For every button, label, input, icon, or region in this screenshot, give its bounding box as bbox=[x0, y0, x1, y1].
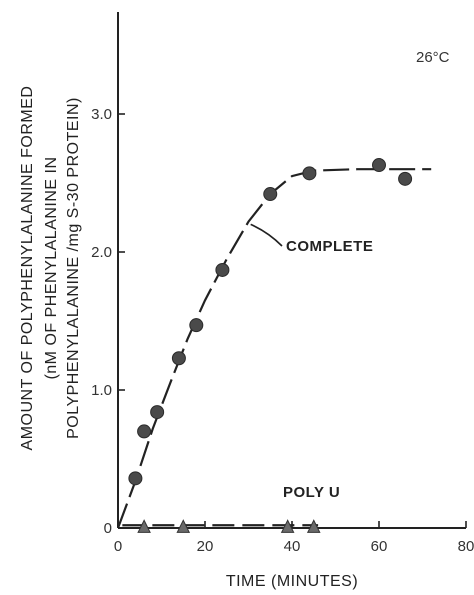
temperature-label: 26°C bbox=[416, 49, 450, 66]
x-axis-title: TIME (MINUTES) bbox=[226, 573, 358, 590]
complete-data-point bbox=[189, 318, 204, 333]
x-tick-label: 60 bbox=[371, 538, 388, 555]
complete-data-point bbox=[128, 471, 143, 486]
complete-data-point bbox=[150, 405, 165, 420]
complete-data-point bbox=[171, 351, 186, 366]
y-axis-title-line-3: POLYPHENYLALANINE /mg S-30 PROTEIN) bbox=[65, 97, 82, 439]
poly-u-series-label: POLY U bbox=[283, 484, 340, 501]
data-points bbox=[128, 158, 413, 533]
y-axis-title-line-2: (nM OF PHENYLALANINE IN bbox=[43, 156, 60, 379]
complete-data-point bbox=[137, 424, 152, 439]
x-tick-label: 0 bbox=[114, 538, 122, 555]
complete-curve bbox=[116, 168, 432, 529]
y-tick-label: 3.0 bbox=[91, 106, 112, 123]
x-tick-label: 20 bbox=[197, 538, 214, 555]
y-tick-label: 2.0 bbox=[91, 244, 112, 261]
y-axis-title-line-1: AMOUNT OF POLYPHENYLALANINE FORMED bbox=[19, 86, 36, 451]
complete-series-label: COMPLETE bbox=[286, 238, 373, 255]
poly-u-data-point bbox=[306, 519, 321, 533]
complete-data-point bbox=[398, 171, 413, 186]
poly-u-data-point bbox=[280, 519, 295, 533]
y-ticks: 0 1.0 2.0 3.0 bbox=[91, 106, 125, 537]
complete-data-point bbox=[263, 187, 278, 202]
poly-u-data-point bbox=[176, 519, 191, 533]
x-ticks: 0 20 40 60 80 bbox=[114, 521, 474, 555]
complete-data-point bbox=[215, 262, 230, 277]
x-tick-label: 40 bbox=[284, 538, 301, 555]
complete-leader-line bbox=[250, 223, 283, 247]
x-tick-label: 80 bbox=[458, 538, 474, 555]
complete-data-point bbox=[372, 158, 386, 173]
y-tick-label: 1.0 bbox=[91, 382, 112, 399]
complete-data-point bbox=[302, 166, 317, 181]
y-tick-label: 0 bbox=[104, 520, 112, 537]
poly-u-data-point bbox=[137, 519, 151, 533]
